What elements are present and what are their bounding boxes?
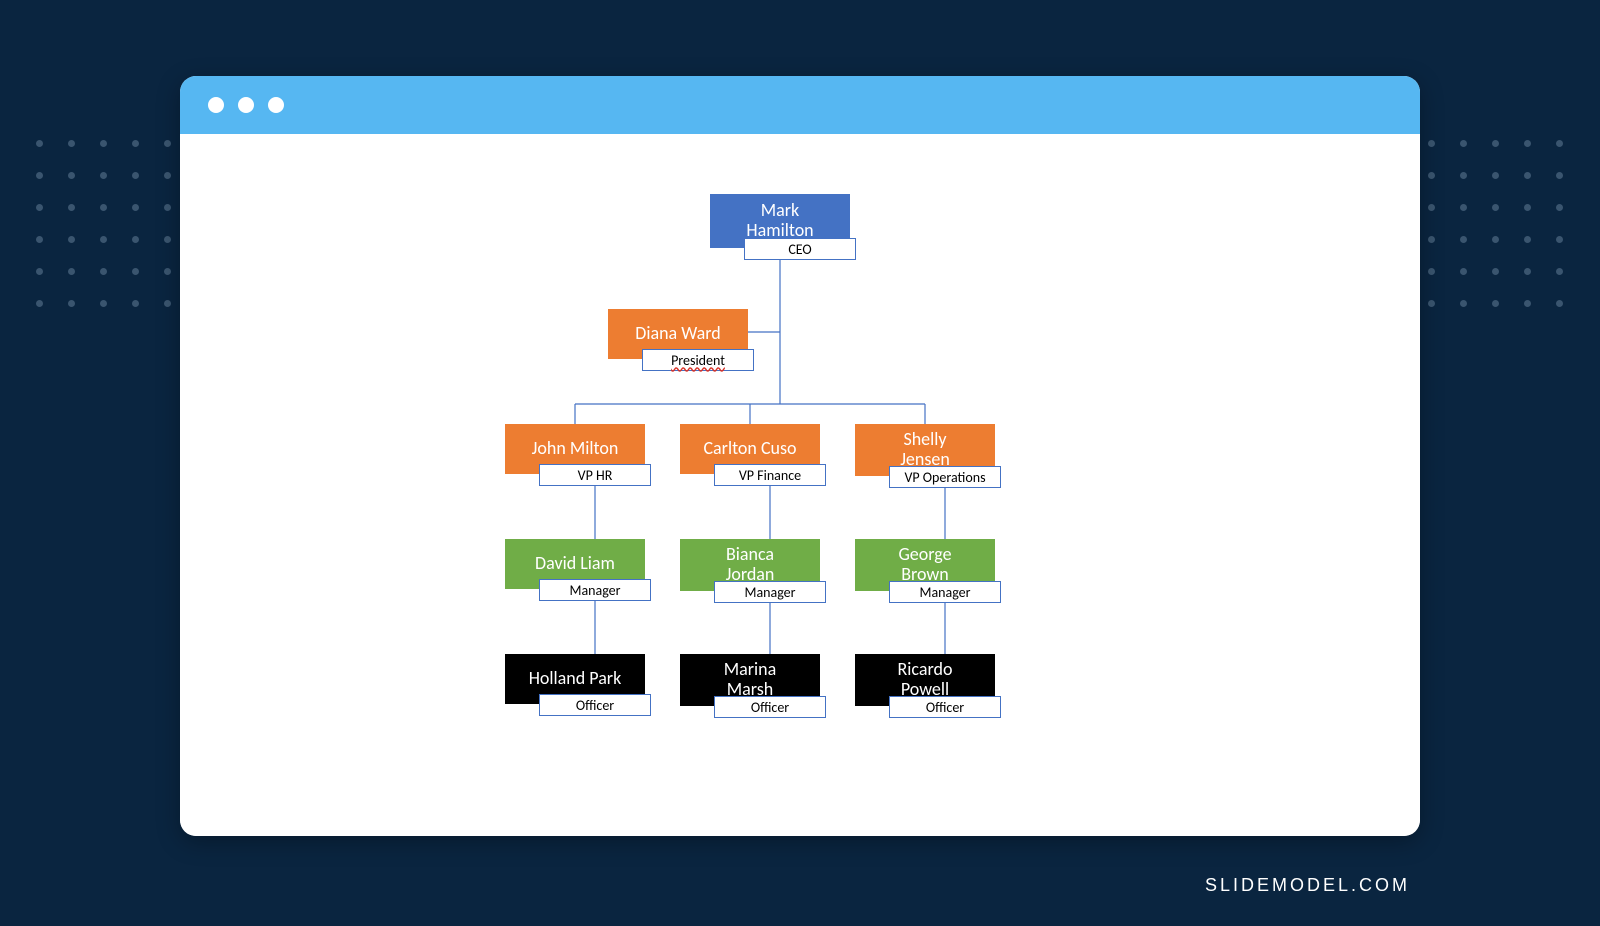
org-node-title: Manager <box>539 579 651 601</box>
dot-grid-right <box>1396 140 1564 308</box>
org-node-president: Diana WardPresident <box>608 309 748 359</box>
org-node-vp_ops: ShellyJensenVP Operations <box>855 424 995 476</box>
org-node-ceo: MarkHamiltonCEO <box>710 194 850 248</box>
dot-grid-left <box>36 140 204 308</box>
window-control-dot <box>268 97 284 113</box>
browser-titlebar <box>180 76 1420 134</box>
org-node-title: Officer <box>714 696 826 718</box>
org-node-mgr_ops: GeorgeBrownManager <box>855 539 995 591</box>
org-node-off_fin: MarinaMarshOfficer <box>680 654 820 706</box>
org-node-title: VP HR <box>539 464 651 486</box>
org-node-vp_fin: Carlton CusoVP Finance <box>680 424 820 474</box>
org-node-off_hr: Holland ParkOfficer <box>505 654 645 704</box>
org-node-title: Officer <box>539 694 651 716</box>
org-node-mgr_hr: David LiamManager <box>505 539 645 589</box>
org-node-title: CEO <box>744 238 856 260</box>
browser-window: MarkHamiltonCEO Diana WardPresident John M… <box>180 76 1420 836</box>
org-chart-canvas: MarkHamiltonCEO Diana WardPresident John M… <box>180 134 1420 836</box>
window-control-dot <box>238 97 254 113</box>
watermark-text: SLIDEMODEL.COM <box>1205 875 1410 896</box>
org-node-title: Manager <box>714 581 826 603</box>
org-node-mgr_fin: BiancaJordanManager <box>680 539 820 591</box>
org-node-title: VP Operations <box>889 466 1001 488</box>
org-node-title: Officer <box>889 696 1001 718</box>
org-node-off_ops: RicardoPowellOfficer <box>855 654 995 706</box>
org-node-title: Manager <box>889 581 1001 603</box>
window-control-dot <box>208 97 224 113</box>
org-node-title: VP Finance <box>714 464 826 486</box>
org-node-title: President <box>642 349 754 371</box>
org-node-vp_hr: John MiltonVP HR <box>505 424 645 474</box>
